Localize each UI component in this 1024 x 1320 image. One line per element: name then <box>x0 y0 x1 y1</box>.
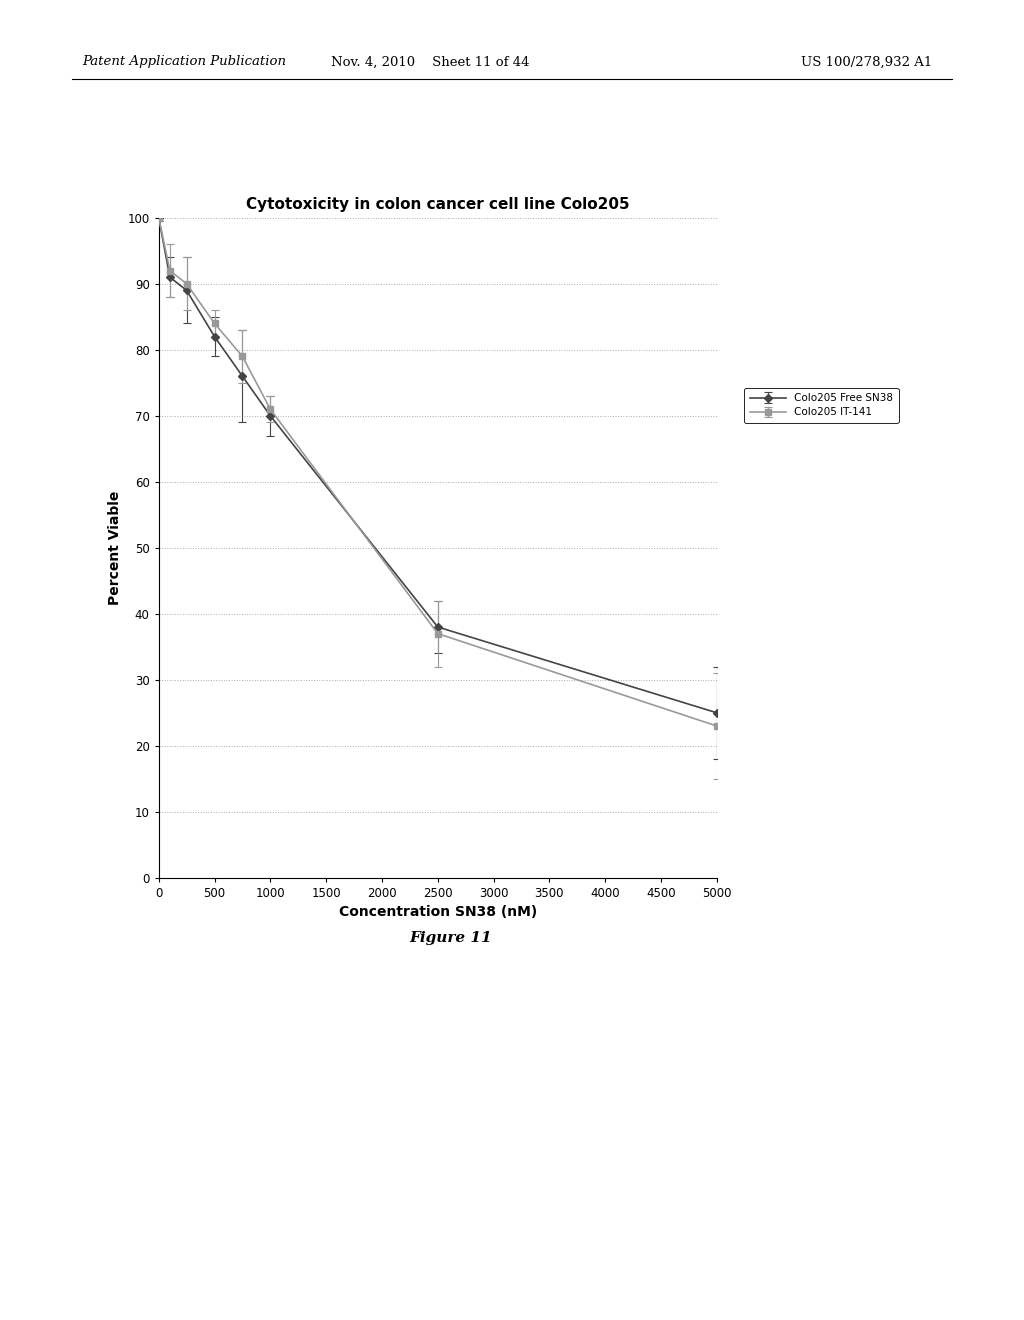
Y-axis label: Percent Viable: Percent Viable <box>108 491 122 605</box>
Text: Figure 11: Figure 11 <box>410 931 492 945</box>
Text: Nov. 4, 2010    Sheet 11 of 44: Nov. 4, 2010 Sheet 11 of 44 <box>331 55 529 69</box>
Text: US 100/278,932 A1: US 100/278,932 A1 <box>801 55 932 69</box>
Title: Cytotoxicity in colon cancer cell line Colo205: Cytotoxicity in colon cancer cell line C… <box>246 198 630 213</box>
Legend: Colo205 Free SN38, Colo205 IT-141: Colo205 Free SN38, Colo205 IT-141 <box>744 388 898 422</box>
X-axis label: Concentration SN38 (nM): Concentration SN38 (nM) <box>339 906 537 920</box>
Text: Patent Application Publication: Patent Application Publication <box>82 55 286 69</box>
